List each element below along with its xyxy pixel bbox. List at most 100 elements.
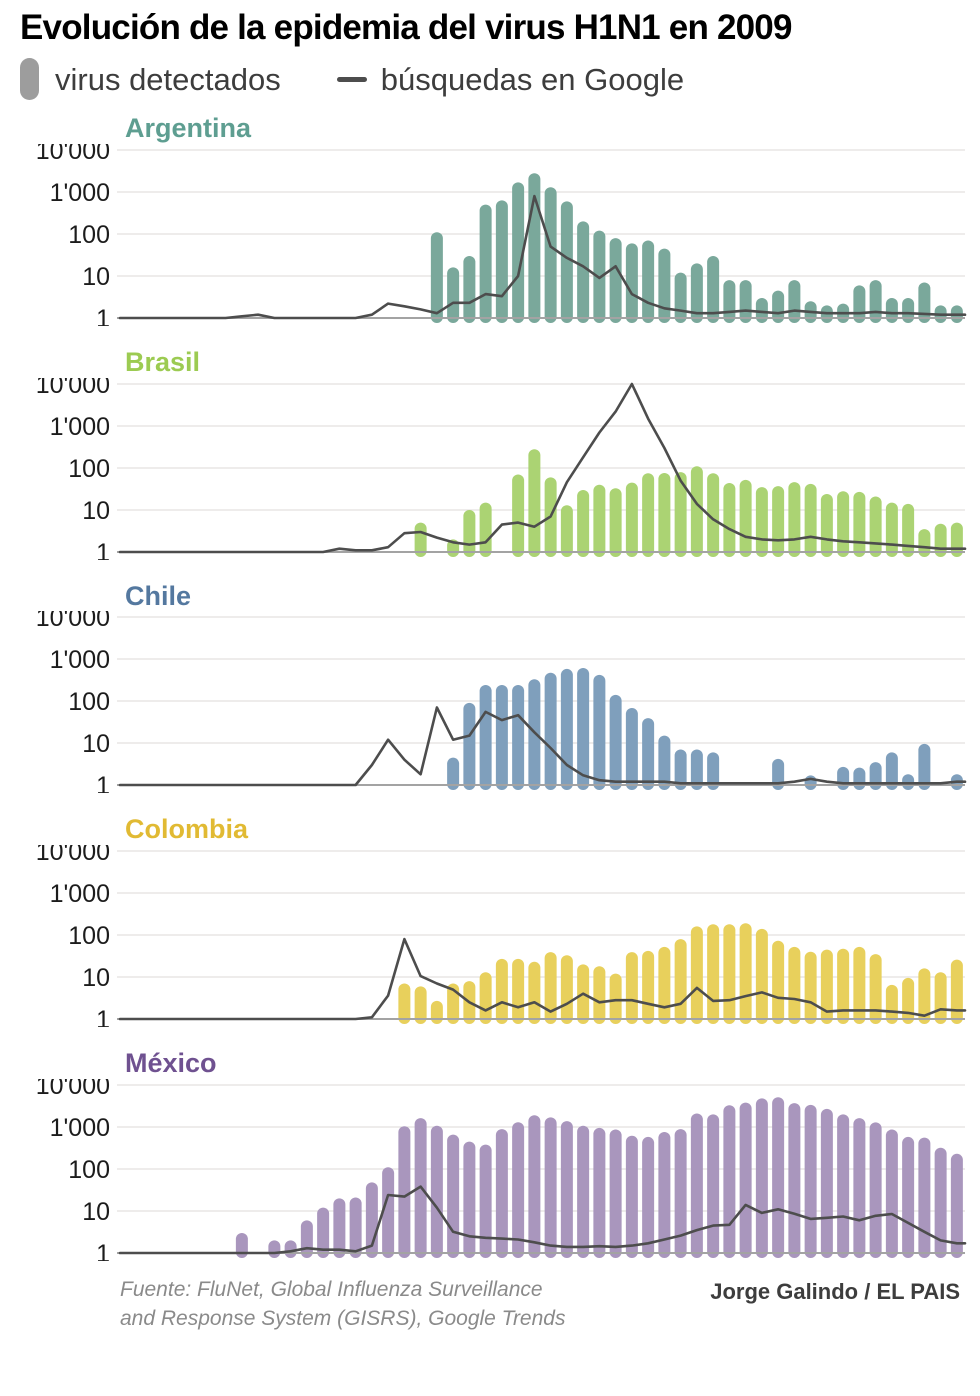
virus-bar [414, 986, 427, 1024]
virus-bar [674, 1128, 687, 1258]
chart-plot-brasil: 10'000 1'000 100 10 1 [36, 378, 967, 560]
virus-bar [934, 1147, 947, 1258]
virus-bar [723, 280, 736, 323]
virus-bar [642, 472, 655, 557]
virus-bar [690, 749, 703, 791]
chart-brasil: Brasil 10'000 1'000 100 10 1 [0, 347, 980, 560]
virus-bar [707, 752, 720, 791]
chart-plot-argentina: 10'000 1'000 100 10 1 [36, 144, 967, 326]
virus-bar [512, 958, 525, 1024]
virus-bar [837, 490, 850, 557]
virus-bar [707, 1114, 720, 1258]
virus-bar [463, 1141, 476, 1258]
virus-bar [755, 297, 768, 323]
virus-bar [447, 1134, 460, 1258]
searches-line [118, 382, 967, 553]
virus-bar [690, 1113, 703, 1258]
virus-bar [544, 673, 557, 791]
virus-bar [642, 718, 655, 791]
y-tick-label: 10 [82, 730, 110, 758]
virus-bar [544, 952, 557, 1024]
legend: virus detectados búsquedas en Google [20, 58, 980, 101]
virus-bar [804, 951, 817, 1024]
virus-bar [707, 255, 720, 323]
virus-bar [625, 708, 638, 791]
virus-bar [820, 1108, 833, 1258]
virus-bar [788, 280, 801, 323]
virus-bar [837, 1114, 850, 1258]
virus-bar [430, 232, 443, 323]
y-tick-label: 1'000 [50, 413, 110, 441]
virus-bar [918, 1137, 931, 1258]
virus-bar [788, 481, 801, 557]
searches-line [118, 937, 967, 1021]
virus-bar [755, 928, 768, 1024]
virus-bar [447, 267, 460, 323]
virus-bar [625, 243, 638, 323]
y-tick-label: 100 [68, 455, 110, 483]
virus-bar [885, 752, 898, 791]
chart-colombia: Colombia 10'000 1'000 100 10 1 [0, 815, 980, 1027]
virus-bar [463, 509, 476, 557]
virus-bar [755, 1098, 768, 1258]
virus-bar [739, 1102, 752, 1258]
virus-bar [788, 946, 801, 1024]
y-tick-label: 100 [68, 1156, 110, 1184]
y-tick-label: 1 [96, 1240, 110, 1261]
virus-bar [430, 1000, 443, 1024]
virus-bar [528, 679, 541, 791]
virus-bar [577, 1125, 590, 1258]
virus-bar [463, 255, 476, 323]
chart-title-colombia: Colombia [125, 814, 249, 845]
footer: Fuente: FluNet, Global Influenza Surveil… [120, 1275, 960, 1334]
legend-label-line: búsquedas en Google [380, 61, 685, 97]
virus-bar [528, 1114, 541, 1258]
virus-bar [885, 984, 898, 1024]
virus-bar [869, 496, 882, 557]
virus-bar [918, 282, 931, 323]
y-tick-label: 1 [96, 772, 110, 793]
virus-bar [349, 1197, 362, 1258]
virus-bar [804, 1104, 817, 1258]
virus-bar [447, 983, 460, 1024]
virus-bar [674, 471, 687, 557]
virus-bar [755, 486, 768, 557]
virus-bar [739, 479, 752, 557]
virus-bar [690, 465, 703, 557]
chart-chile: Chile 10'000 1'000 100 10 1 [0, 581, 980, 793]
virus-bar [544, 1117, 557, 1258]
virus-bar [885, 297, 898, 323]
virus-bar [918, 968, 931, 1024]
virus-bar [317, 1207, 330, 1258]
virus-bar [723, 924, 736, 1024]
searches-line [118, 1184, 967, 1254]
virus-bar [723, 482, 736, 557]
virus-bar [625, 952, 638, 1024]
virus-bar [625, 1135, 638, 1258]
virus-bar [560, 955, 573, 1024]
virus-bar [398, 1125, 411, 1258]
virus-bar [333, 1198, 346, 1258]
virus-bar [512, 1121, 525, 1258]
chart-title-mexico: México [125, 1048, 217, 1078]
virus-bar [642, 240, 655, 323]
virus-bar [609, 238, 622, 323]
chart-title-argentina: Argentina [125, 113, 252, 144]
searches-line [118, 706, 967, 787]
virus-bar [902, 977, 915, 1024]
virus-bar [658, 472, 671, 557]
virus-bar [723, 1104, 736, 1258]
chart-plot-colombia: 10'000 1'000 100 10 1 [36, 845, 967, 1027]
virus-bar [512, 182, 525, 323]
virus-bar [447, 757, 460, 791]
virus-bar [804, 775, 817, 791]
source-line-2: and Response System (GISRS), Google Tren… [120, 1307, 566, 1331]
virus-bar [658, 248, 671, 323]
virus-bar [382, 1166, 395, 1258]
virus-bar [658, 735, 671, 791]
virus-bar [788, 1102, 801, 1258]
virus-bar [528, 961, 541, 1024]
virus-bar [495, 1128, 508, 1258]
virus-bar [479, 1144, 492, 1258]
virus-bar [934, 972, 947, 1024]
